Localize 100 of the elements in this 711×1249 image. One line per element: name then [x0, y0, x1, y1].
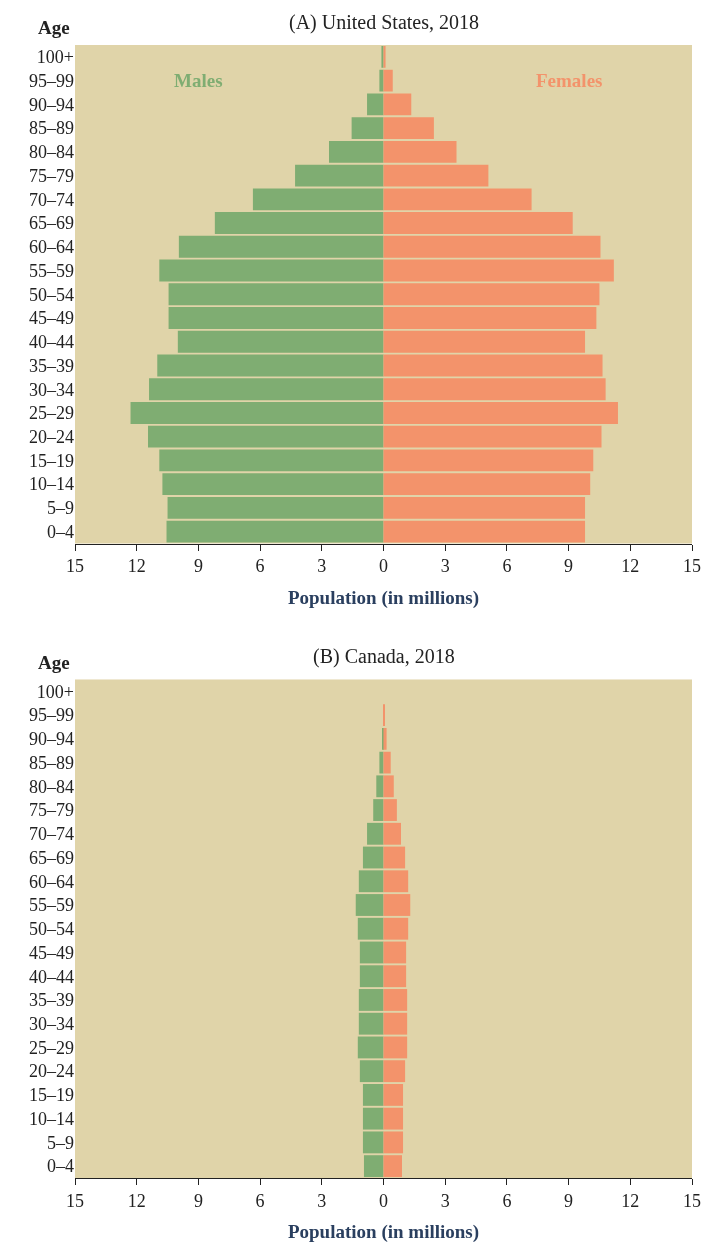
bar	[357, 1036, 384, 1059]
bar	[149, 378, 384, 401]
bar	[383, 307, 597, 329]
bar	[167, 496, 384, 519]
y-tick-label: 65–69	[29, 847, 74, 868]
bar	[383, 140, 457, 163]
bar	[383, 117, 434, 140]
bar	[383, 1036, 408, 1059]
bar	[351, 117, 384, 140]
y-tick-label: 60–64	[29, 237, 74, 258]
x-tick-label: 3	[317, 556, 327, 577]
bar	[383, 846, 406, 869]
bar	[214, 212, 384, 234]
x-tick-label: 9	[564, 1190, 574, 1211]
y-tick-label: 50–54	[29, 284, 74, 305]
y-tick-label: 70–74	[29, 189, 74, 210]
y-tick-label: 30–34	[29, 379, 74, 400]
y-tick-label: 80–84	[29, 776, 74, 797]
bar	[358, 989, 384, 1011]
bar	[383, 1155, 403, 1178]
y-tick-label: 35–39	[29, 990, 74, 1011]
x-tick-label: 9	[193, 556, 203, 577]
y-tick-label: 95–99	[29, 705, 74, 726]
y-tick-label: 80–84	[29, 142, 74, 163]
y-tick-label: 20–24	[29, 1061, 74, 1082]
y-tick-label: 10–14	[29, 1108, 74, 1129]
bar	[383, 496, 586, 519]
x-tick-label: 9	[193, 1190, 203, 1211]
y-tick-label: 15–19	[29, 1085, 74, 1106]
y-tick-label: 20–24	[29, 426, 74, 447]
x-tick-label: 9	[564, 556, 574, 577]
x-axis-title: Population (in millions)	[287, 1221, 480, 1244]
bar	[178, 235, 384, 258]
x-tick-label: 0	[379, 556, 388, 577]
bar	[376, 775, 384, 798]
y-axis-title: Age	[38, 17, 70, 38]
y-tick-label: 90–94	[29, 94, 74, 115]
x-tick-label: 15	[683, 1190, 701, 1211]
x-tick-label: 12	[127, 1190, 146, 1211]
bar	[373, 799, 384, 821]
bar	[383, 402, 618, 424]
bar	[329, 140, 384, 163]
bar	[157, 354, 384, 377]
bar	[383, 283, 600, 306]
bar	[177, 330, 384, 353]
bar	[379, 751, 384, 774]
bar	[383, 473, 591, 496]
bar	[383, 751, 391, 774]
chart-title: (B) Canada, 2018	[313, 645, 455, 668]
x-tick-label: 3	[440, 1190, 450, 1211]
bar	[383, 354, 603, 377]
text: Males	[174, 70, 223, 91]
chart-title: (A) United States, 2018	[289, 11, 479, 34]
y-tick-label: 85–89	[29, 118, 74, 139]
y-tick-label: 5–9	[47, 498, 74, 519]
y-tick-label: 70–74	[29, 824, 74, 845]
bar	[383, 1060, 406, 1083]
y-tick-label: 30–34	[29, 1014, 74, 1034]
y-tick-label: 0–4	[47, 521, 74, 542]
y-tick-label: 45–49	[29, 308, 74, 329]
bar	[383, 894, 411, 916]
bar	[130, 402, 384, 424]
bar	[295, 164, 384, 187]
bar	[383, 917, 409, 940]
y-tick-label: 40–44	[29, 332, 74, 353]
y-tick-label: 25–29	[29, 403, 74, 424]
x-tick-label: 6	[502, 556, 512, 577]
bar	[359, 941, 384, 964]
y-tick-label: 45–49	[29, 942, 74, 963]
bar	[383, 965, 407, 988]
bar	[383, 330, 586, 353]
x-tick-label: 12	[621, 556, 640, 577]
bar	[383, 775, 394, 798]
bar	[383, 449, 594, 472]
bar	[383, 188, 532, 211]
text: Females	[536, 70, 603, 91]
bar	[168, 307, 384, 329]
bar	[159, 449, 384, 472]
bar	[383, 1083, 404, 1106]
bar	[383, 799, 397, 821]
y-tick-label: 50–54	[29, 919, 74, 940]
bar	[383, 941, 407, 964]
bar	[358, 870, 384, 893]
bar	[383, 164, 489, 187]
y-tick-label: 5–9	[47, 1132, 74, 1153]
y-tick-label: 90–94	[29, 729, 74, 750]
bar	[367, 822, 384, 845]
x-tick-label: 12	[127, 556, 146, 577]
bar	[383, 378, 606, 401]
x-tick-label: 12	[621, 1190, 640, 1211]
y-tick-label: 60–64	[29, 871, 74, 892]
y-tick-label: 55–59	[29, 260, 74, 281]
x-tick-label: 15	[683, 556, 701, 577]
y-axis-title: Age	[38, 652, 70, 673]
bar	[359, 965, 384, 988]
y-tick-label: 15–19	[29, 450, 74, 471]
bar	[159, 259, 384, 282]
bar	[166, 520, 384, 543]
bar	[383, 520, 586, 543]
bar	[362, 846, 384, 869]
